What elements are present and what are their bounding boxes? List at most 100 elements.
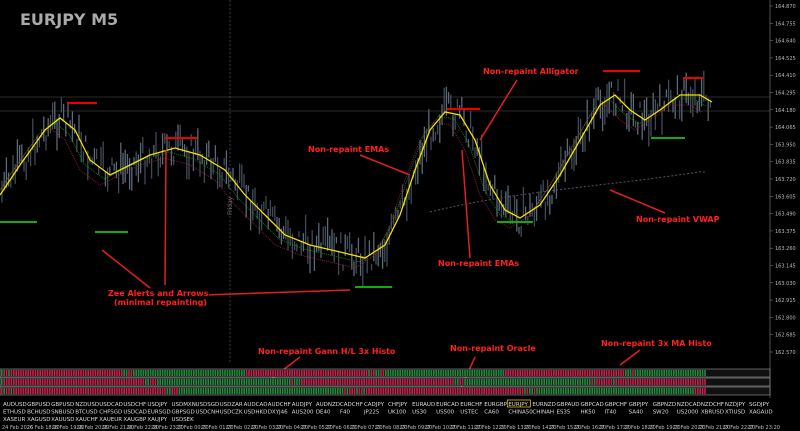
symbol-button[interactable]: CA60 bbox=[484, 410, 499, 416]
symbol-button[interactable]: ETHUSD bbox=[3, 410, 26, 416]
symbol-button[interactable]: EURGBP bbox=[484, 402, 507, 408]
symbol-button[interactable]: XAUUSD bbox=[51, 417, 74, 423]
histo-bar bbox=[615, 370, 617, 376]
symbol-button[interactable]: USDSGD bbox=[196, 402, 220, 408]
symbol-button[interactable]: USDSEK bbox=[171, 417, 194, 423]
symbol-button[interactable]: CADCHF bbox=[340, 402, 363, 408]
symbol-button[interactable]: EURCAD bbox=[436, 402, 459, 408]
histo-bar bbox=[680, 379, 682, 385]
symbol-button[interactable]: XAGAUD bbox=[749, 410, 773, 416]
histo-bar bbox=[106, 388, 109, 394]
symbol-button[interactable]: GBPCAD bbox=[581, 402, 604, 408]
histo-bar bbox=[250, 370, 253, 376]
symbol-button[interactable]: NZDUSD bbox=[75, 402, 99, 408]
symbol-button[interactable]: NZDCHF bbox=[701, 402, 724, 408]
histo-bar bbox=[459, 388, 461, 394]
symbol-button[interactable]: F40 bbox=[340, 410, 351, 416]
symbol-button[interactable]: USDCAD bbox=[123, 410, 147, 416]
symbol-button[interactable]: US500 bbox=[436, 410, 455, 416]
symbol-button[interactable]: EURNZD bbox=[532, 402, 555, 408]
symbol-button[interactable]: USDMXN bbox=[171, 402, 195, 408]
symbol-button[interactable]: GBPUSD bbox=[51, 402, 74, 408]
symbol-button[interactable]: EURCHF bbox=[460, 402, 482, 408]
symbol-button[interactable]: GBPNZD bbox=[653, 402, 676, 408]
symbol-button[interactable]: SNBUSD bbox=[51, 410, 74, 416]
symbol-button[interactable]: GBPSGD bbox=[171, 410, 194, 416]
symbol-button[interactable]: XAUJPY bbox=[147, 417, 167, 423]
symbol-button[interactable]: USDCAD bbox=[99, 402, 123, 408]
symbol-button[interactable]: XAUEUR bbox=[99, 417, 122, 423]
symbol-button[interactable]: SW20 bbox=[653, 410, 669, 416]
symbol-button[interactable]: XBRUSD bbox=[701, 410, 724, 416]
histo-bar bbox=[495, 379, 497, 385]
symbol-button[interactable]: XASEUR bbox=[3, 417, 26, 423]
symbol-button[interactable]: GBPCHF bbox=[605, 402, 628, 408]
symbol-button[interactable]: BTCUSD bbox=[75, 410, 97, 416]
symbol-button[interactable]: BCHUSD bbox=[27, 410, 50, 416]
histo-bar bbox=[363, 370, 365, 376]
symbol-button[interactable]: USDCHF bbox=[123, 402, 146, 408]
symbol-button[interactable]: US30 bbox=[412, 410, 427, 416]
histo-bar bbox=[389, 388, 392, 394]
histo-bar bbox=[392, 379, 394, 385]
histo-bar bbox=[188, 388, 190, 394]
symbol-button[interactable]: XAUCHF bbox=[75, 417, 98, 423]
symbol-button[interactable]: AUDCAD bbox=[244, 402, 268, 408]
histo-bar bbox=[303, 388, 305, 394]
symbol-button[interactable]: SA40 bbox=[629, 410, 644, 416]
symbol-button[interactable]: EURAUD bbox=[412, 402, 435, 408]
symbol-button[interactable]: CHFSGD bbox=[99, 410, 122, 416]
histo-bar bbox=[632, 379, 634, 385]
symbol-button[interactable]: USTEC bbox=[460, 410, 478, 416]
symbol-button[interactable]: CHINA50 bbox=[508, 410, 533, 416]
histo-bar bbox=[428, 370, 430, 376]
symbol-button[interactable]: US2000 bbox=[677, 410, 699, 416]
symbol-button[interactable]: USDCNH bbox=[196, 410, 220, 416]
symbol-button[interactable]: EURSGD bbox=[147, 410, 170, 416]
symbol-button[interactable]: AUDCHF bbox=[268, 402, 291, 408]
symbol-button[interactable]: XAGUSD bbox=[27, 417, 50, 423]
symbol-button[interactable]: USDCZK bbox=[220, 410, 243, 416]
histo-bar bbox=[289, 370, 291, 376]
histo-bar bbox=[185, 370, 188, 376]
histo-bar bbox=[262, 370, 265, 376]
symbol-button[interactable]: GBPUSD bbox=[27, 402, 50, 408]
symbol-button[interactable]: ES35 bbox=[556, 410, 570, 416]
symbol-button[interactable]: USDHKD bbox=[244, 410, 268, 416]
histo-bar bbox=[519, 370, 521, 376]
histo-bar bbox=[411, 370, 413, 376]
symbol-button[interactable]: AUDUSD bbox=[3, 402, 27, 408]
symbol-button[interactable]: AUS200 bbox=[292, 410, 314, 416]
symbol-button[interactable]: JP225 bbox=[363, 410, 380, 416]
symbol-button[interactable]: SGDJPY bbox=[749, 402, 770, 408]
symbol-button[interactable]: CADJPY bbox=[364, 402, 385, 408]
price-label: 164.410 bbox=[775, 73, 796, 79]
symbol-button[interactable]: USDZAR bbox=[220, 402, 243, 408]
symbol-button[interactable]: IT40 bbox=[605, 410, 617, 416]
symbol-button[interactable]: NZDJPY bbox=[725, 402, 746, 408]
symbol-button[interactable]: XTIUSD bbox=[725, 410, 745, 416]
symbol-button[interactable]: DXYJ46 bbox=[268, 410, 288, 416]
symbol-button[interactable]: CHINAH bbox=[532, 410, 554, 416]
histo-bar bbox=[517, 370, 519, 376]
symbol-button[interactable]: NZDCAD bbox=[677, 402, 701, 408]
symbol-button[interactable]: GBPJPY bbox=[629, 402, 649, 408]
symbol-button[interactable]: AUDNZD bbox=[316, 402, 340, 408]
histo-bar bbox=[217, 370, 219, 376]
symbol-button[interactable]: EURJPY bbox=[508, 402, 528, 408]
symbol-button[interactable]: UK100 bbox=[388, 410, 407, 416]
symbol-button[interactable]: XAUGBP bbox=[123, 417, 147, 423]
histo-bar bbox=[116, 379, 118, 385]
histo-bar bbox=[200, 370, 202, 376]
symbol-button[interactable]: AUDJPY bbox=[292, 402, 313, 408]
symbol-button[interactable]: CHFJPY bbox=[388, 402, 408, 408]
histo-bar bbox=[229, 370, 231, 376]
histo-bar bbox=[490, 370, 493, 376]
symbol-button[interactable]: HK50 bbox=[581, 410, 596, 416]
histo-bar bbox=[291, 370, 293, 376]
symbol-button[interactable]: GBPAUD bbox=[556, 402, 579, 408]
symbol-button[interactable]: DE40 bbox=[316, 410, 331, 416]
histo-bar bbox=[567, 370, 569, 376]
histo-bar bbox=[147, 379, 149, 385]
symbol-button[interactable]: USDJPY bbox=[147, 402, 168, 408]
